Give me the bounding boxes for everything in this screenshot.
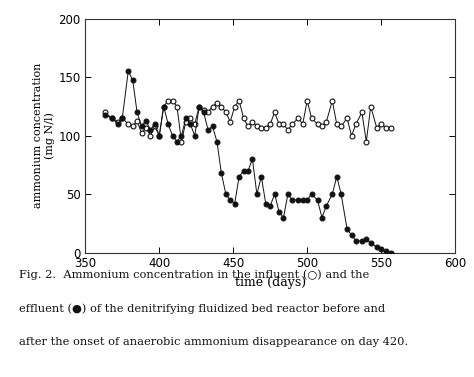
Y-axis label: ammonium concentration
(mg N/l): ammonium concentration (mg N/l)	[33, 63, 55, 208]
Text: after the onset of anaerobic ammonium disappearance on day 420.: after the onset of anaerobic ammonium di…	[19, 337, 408, 348]
X-axis label: time (days): time (days)	[235, 276, 306, 289]
Text: effluent (●) of the denitrifying fluidized bed reactor before and: effluent (●) of the denitrifying fluidiz…	[19, 303, 385, 314]
Text: Fig. 2.  Ammonium concentration in the influent (○) and the: Fig. 2. Ammonium concentration in the in…	[19, 270, 369, 280]
